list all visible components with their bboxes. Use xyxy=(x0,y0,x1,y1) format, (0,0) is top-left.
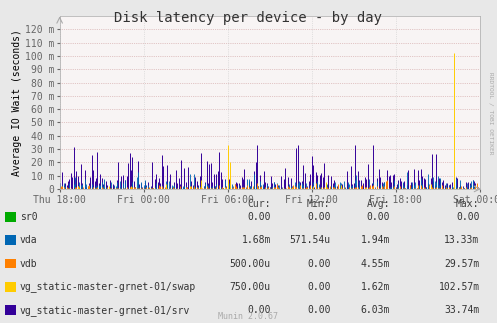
Text: 0.00: 0.00 xyxy=(307,305,331,315)
Text: Avg:: Avg: xyxy=(367,199,390,209)
Y-axis label: Average IO Wait (seconds): Average IO Wait (seconds) xyxy=(12,29,22,176)
Text: 750.00u: 750.00u xyxy=(230,282,271,292)
Text: 29.57m: 29.57m xyxy=(444,259,480,268)
Text: 0.00: 0.00 xyxy=(248,305,271,315)
Text: 0.00: 0.00 xyxy=(307,282,331,292)
Text: 13.33m: 13.33m xyxy=(444,235,480,245)
Text: vda: vda xyxy=(20,235,37,245)
Text: 0.00: 0.00 xyxy=(367,212,390,222)
Text: 0.00: 0.00 xyxy=(456,212,480,222)
Text: vg_static-master-grnet-01/swap: vg_static-master-grnet-01/swap xyxy=(20,281,196,292)
Text: 33.74m: 33.74m xyxy=(444,305,480,315)
Text: 1.62m: 1.62m xyxy=(361,282,390,292)
Text: 0.00: 0.00 xyxy=(307,212,331,222)
Text: 0.00: 0.00 xyxy=(307,259,331,268)
Text: 102.57m: 102.57m xyxy=(438,282,480,292)
Text: 571.54u: 571.54u xyxy=(289,235,331,245)
Text: Munin 2.0.67: Munin 2.0.67 xyxy=(219,312,278,321)
Text: 1.94m: 1.94m xyxy=(361,235,390,245)
Text: vdb: vdb xyxy=(20,259,37,268)
Text: Min:: Min: xyxy=(307,199,331,209)
Text: Max:: Max: xyxy=(456,199,480,209)
Text: Cur:: Cur: xyxy=(248,199,271,209)
Text: 1.68m: 1.68m xyxy=(242,235,271,245)
Text: Disk latency per device - by day: Disk latency per device - by day xyxy=(114,11,383,25)
Text: sr0: sr0 xyxy=(20,212,37,222)
Text: 4.55m: 4.55m xyxy=(361,259,390,268)
Text: vg_static-master-grnet-01/srv: vg_static-master-grnet-01/srv xyxy=(20,305,190,316)
Text: RRDTOOL / TOBI OETIKER: RRDTOOL / TOBI OETIKER xyxy=(488,72,493,154)
Text: 500.00u: 500.00u xyxy=(230,259,271,268)
Text: 6.03m: 6.03m xyxy=(361,305,390,315)
Text: 0.00: 0.00 xyxy=(248,212,271,222)
